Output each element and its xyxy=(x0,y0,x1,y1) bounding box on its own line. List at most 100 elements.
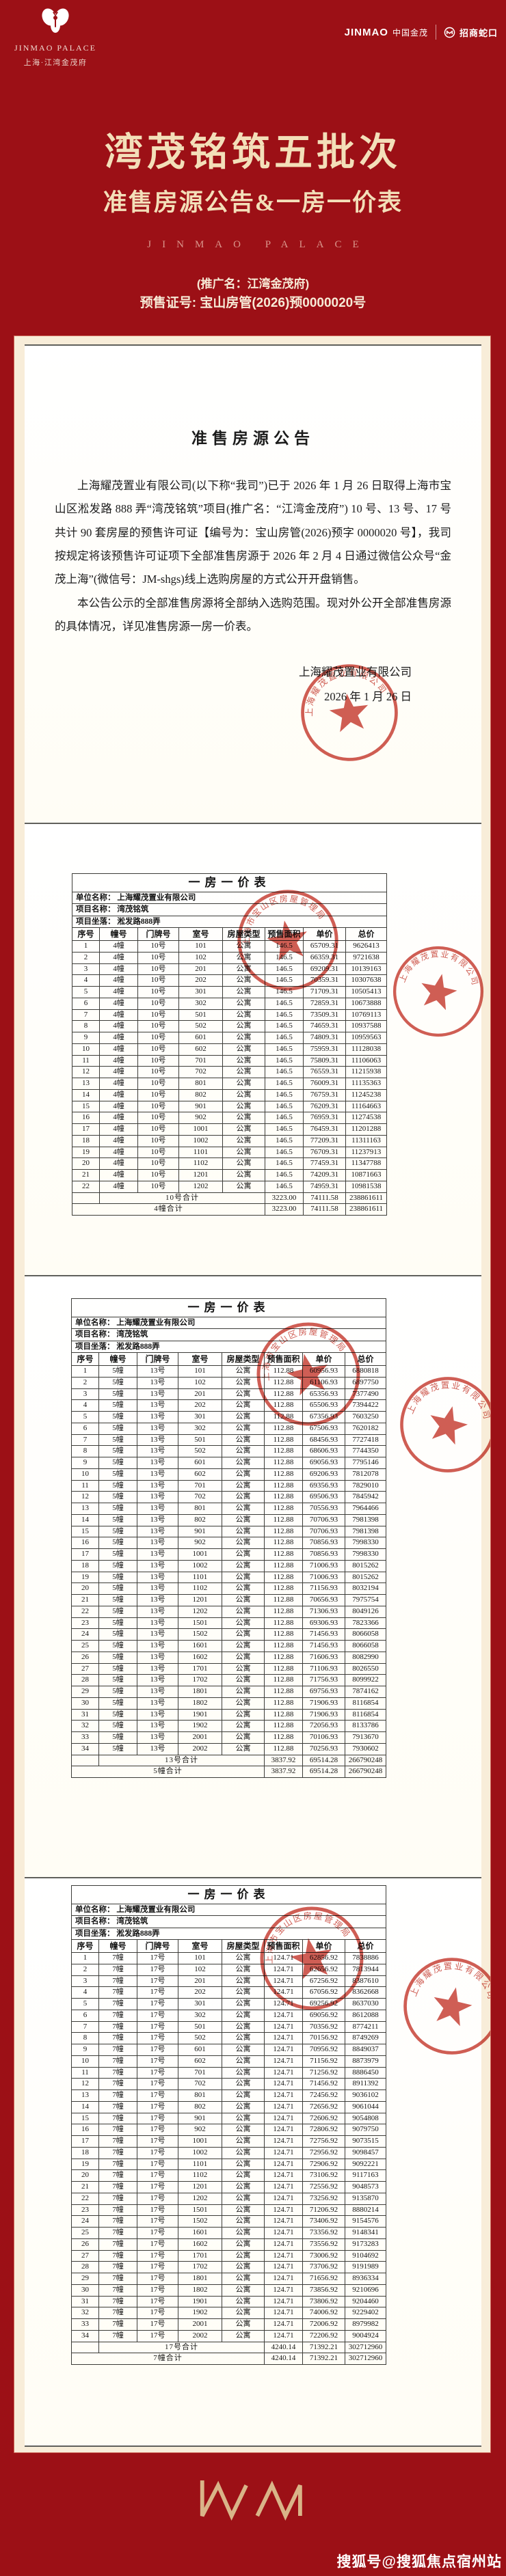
table-cell: 112.88 xyxy=(264,1503,303,1515)
table-cell: 4240.14 xyxy=(264,2341,303,2354)
table-cell: 10号 xyxy=(137,1054,179,1067)
table-cell: 7幢 xyxy=(98,1986,137,1999)
table-cell: 76709.31 xyxy=(303,1146,346,1159)
price-table: 一房一价表 单位名称： 上海耀茂置业有限公司 项目名称： 湾茂铭筑 项目坐落： 淞发路… xyxy=(71,1885,386,2366)
table-cell: 1201 xyxy=(178,1594,222,1606)
table-row: 24 5幢 13号 1502 公寓 112.88 71456.93 8066058 xyxy=(71,1628,386,1641)
table-cell: 17号 xyxy=(137,1952,178,1964)
presale-license-no: 预售证号: 宝山房管(2026)预0000020号 xyxy=(139,296,367,310)
table-cell: 4幢 xyxy=(99,974,138,987)
company-seal-stamp: 上海耀茂置业有限公司 xyxy=(392,942,486,1037)
table-cell: 301 xyxy=(178,1998,222,2010)
table-cell: 13号 xyxy=(137,1468,178,1481)
table-cell: 7823366 xyxy=(345,1617,386,1630)
table-cell: 112.88 xyxy=(264,1628,303,1641)
table-cell: 74111.58 xyxy=(303,1203,346,1216)
column-header: 室号 xyxy=(178,1352,222,1367)
table-cell: 7幢 xyxy=(98,2181,137,2193)
table-cell: 22 xyxy=(71,1605,99,1618)
table-cell: 75809.31 xyxy=(303,1054,346,1067)
table-cell: 公寓 xyxy=(222,2135,265,2148)
table-cell: 17号 xyxy=(137,1963,178,1976)
table-cell: 146.5 xyxy=(265,1066,304,1079)
table-cell: 17号 xyxy=(137,2273,178,2285)
table-cell: 70706.93 xyxy=(302,1525,345,1538)
table-cell: 302 xyxy=(178,997,223,1010)
table-cell: 4 xyxy=(71,1986,99,1999)
table-row: 33 7幢 17号 2001 公寓 124.71 72006.92 8979982 xyxy=(71,2318,386,2331)
table-cell: 10号 xyxy=(137,1100,179,1113)
table-cell: 公寓 xyxy=(222,2273,265,2285)
table-row: 14 5幢 13号 802 公寓 112.88 70706.93 7981398 xyxy=(71,1513,386,1526)
table-cell: 公寓 xyxy=(222,2169,265,2182)
cmsk-logo-icon xyxy=(444,27,455,38)
table-cell: 公寓 xyxy=(222,2146,265,2159)
table-cell: 8873979 xyxy=(345,2055,386,2068)
table-row: 23 5幢 13号 1501 公寓 112.88 69306.93 7823366 xyxy=(71,1617,386,1630)
table-cell: 11274538 xyxy=(345,1112,387,1125)
table-cell: 6 xyxy=(72,997,100,1010)
table-cell: 146.5 xyxy=(265,1180,304,1193)
table-subtotal-row: 13号合计 3837.92 69514.28 266790248 xyxy=(71,1754,386,1767)
table-cell: 1202 xyxy=(178,2192,222,2205)
table-cell: 17号 xyxy=(137,2329,178,2342)
table-cell: 17号 xyxy=(137,2066,178,2079)
table-cell: 112.88 xyxy=(264,1594,303,1606)
table-cell: 17号 xyxy=(137,1998,178,2010)
table-row: 25 5幢 13号 1601 公寓 112.88 71456.93 8066058 xyxy=(71,1640,386,1652)
table-cell: 146.5 xyxy=(265,1078,304,1090)
table-cell: 72906.92 xyxy=(302,2158,345,2171)
table-cell: 112.88 xyxy=(264,1422,303,1435)
table-cell: 112.88 xyxy=(264,1651,303,1664)
column-header: 门牌号 xyxy=(137,1352,178,1367)
table-row: 20 7幢 17号 1102 公寓 124.71 73106.92 9117163 xyxy=(71,2169,386,2182)
table-cell: 124.71 xyxy=(264,2009,303,2022)
table-cell: 公寓 xyxy=(222,1032,265,1044)
table-row: 7 4幢 10号 501 公寓 146.5 73509.31 10769113 xyxy=(72,1009,387,1022)
table-cell: 7幢 xyxy=(98,2204,137,2217)
table-cell: 9148341 xyxy=(345,2227,386,2239)
table-cell: 9626413 xyxy=(345,940,387,953)
table-cell: 901 xyxy=(178,1100,223,1113)
table-cell: 70956.92 xyxy=(302,2044,345,2056)
table-cell: 5幢 xyxy=(98,1503,137,1515)
table-row: 9 5幢 13号 601 公寓 112.88 69056.93 7795146 xyxy=(71,1457,386,1469)
table-cell: 1101 xyxy=(178,2158,222,2171)
table-cell: 8066058 xyxy=(345,1628,386,1641)
table-cell: 13号 xyxy=(137,1445,178,1458)
table-row: 8 4幢 10号 502 公寓 146.5 74659.31 10937588 xyxy=(72,1020,387,1033)
table-cell: 71156.93 xyxy=(302,1582,345,1595)
table-cell: 1102 xyxy=(178,1582,222,1595)
table-cell: 4幢 xyxy=(99,1032,138,1044)
table-cell: 8 xyxy=(71,2032,99,2045)
table-cell: 9210696 xyxy=(345,2284,386,2297)
table-cell: 8880214 xyxy=(345,2204,386,2217)
table-cell: 7幢 xyxy=(98,2009,137,2022)
table-cell: 7 xyxy=(72,1009,100,1022)
table-cell: 9 xyxy=(71,1457,99,1469)
table-cell: 7幢 xyxy=(98,2329,137,2342)
table-cell: 13 xyxy=(72,1078,100,1090)
table-cell: 5幢 xyxy=(98,1697,137,1710)
table-cell: 13号 xyxy=(137,1559,178,1572)
table-cell: 7幢 xyxy=(98,2146,137,2159)
table-cell: 201 xyxy=(178,1388,222,1401)
table-row: 22 4幢 10号 1202 公寓 146.5 74959.31 10981538 xyxy=(72,1180,387,1193)
table-cell: 112.88 xyxy=(264,1662,303,1675)
table-cell: 124.71 xyxy=(264,2273,303,2285)
table-cell: 13号 xyxy=(137,1731,178,1744)
table-row: 4 5幢 13号 202 公寓 112.88 65506.93 7394422 xyxy=(71,1399,386,1412)
table-cell: 124.71 xyxy=(264,2249,303,2262)
price-table: 一房一价表 单位名称： 上海耀茂置业有限公司 项目名称： 湾茂铭筑 项目坐落： 淞发路… xyxy=(72,873,387,1216)
table-cell: 9092221 xyxy=(345,2158,386,2171)
table-cell: 72456.92 xyxy=(302,2089,345,2102)
table-cell: 15 xyxy=(72,1100,100,1113)
table-cell: 13号 xyxy=(137,1742,178,1755)
table-cell: 11 xyxy=(71,2066,99,2079)
table-cell: 502 xyxy=(178,2032,222,2045)
table-cell: 17号 xyxy=(137,2318,178,2331)
table-cell: 1002 xyxy=(178,1134,223,1147)
table-cell: 502 xyxy=(178,1445,222,1458)
table-cell: 7998330 xyxy=(345,1548,386,1561)
table-cell: 5幢 xyxy=(98,1708,137,1721)
